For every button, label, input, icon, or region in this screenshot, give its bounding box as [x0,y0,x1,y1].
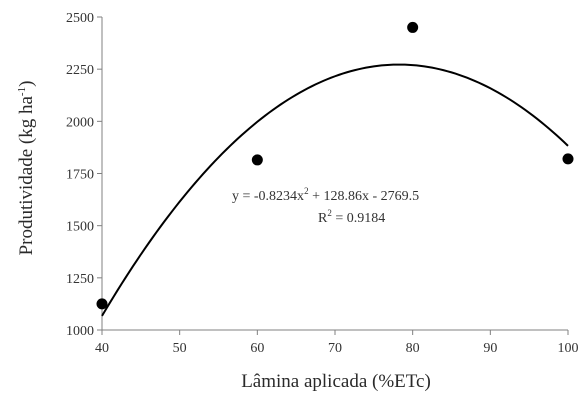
y-tick-label: 2250 [66,63,94,78]
trendline [101,63,569,317]
x-axis-title: Lâmina aplicada (%ETc) [241,371,431,392]
x-tick-labels: 40 50 60 70 80 90 100 [95,341,579,356]
y-tick-label: 1750 [66,168,94,183]
data-point [96,298,108,310]
y-tick-label: 2500 [66,11,94,26]
axes [97,16,569,335]
x-tick-label: 40 [95,341,109,356]
y-tick-label: 1500 [66,220,94,235]
x-tick-label: 60 [250,341,264,356]
y-tick-label: 1250 [66,272,94,287]
r-squared-label: R2 = 0.9184 [318,208,385,226]
x-tick-label: 100 [558,341,579,356]
data-point [251,154,263,166]
data-point [407,21,419,33]
equation-label: y = -0.8234x2 + 128.86x - 2769.5 [232,186,419,204]
y-tick-labels: 1000 1250 1500 1750 2000 2250 2500 [66,11,94,339]
x-tick-label: 50 [173,341,187,356]
y-tick-label: 2000 [66,115,94,130]
x-tick-label: 80 [406,341,420,356]
x-tick-label: 70 [328,341,342,356]
y-axis-title: Produtividade (kg ha-1) [16,81,37,256]
data-point [562,153,574,165]
y-tick-label: 1000 [66,324,94,339]
data-points [96,21,574,310]
x-tick-label: 90 [483,341,497,356]
